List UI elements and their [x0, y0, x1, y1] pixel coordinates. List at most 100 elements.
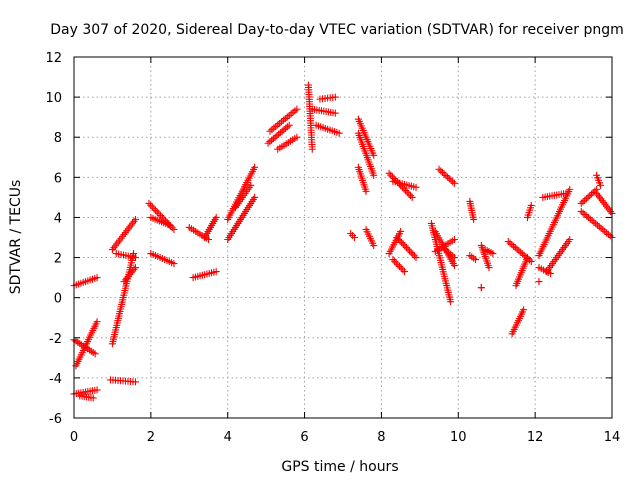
x-tick-label: 14 — [604, 430, 621, 445]
data-point — [577, 199, 585, 207]
data-point — [520, 306, 528, 314]
data-point — [351, 234, 359, 241]
data-point — [504, 238, 512, 246]
data-point — [370, 171, 378, 179]
y-tick-label: -6 — [49, 412, 62, 427]
data-point — [584, 193, 592, 201]
data-point — [370, 242, 378, 250]
data-point — [120, 278, 128, 286]
data-point — [511, 244, 519, 252]
x-tick-label: 12 — [527, 430, 544, 445]
data-point — [581, 196, 589, 204]
data-point — [362, 187, 370, 195]
data-point — [331, 93, 339, 101]
data-point — [450, 262, 458, 270]
data-point — [123, 274, 131, 282]
data-point — [586, 192, 594, 200]
x-tick-label: 8 — [377, 430, 385, 445]
data-point — [579, 198, 587, 206]
data-point — [527, 201, 535, 209]
data-point — [93, 274, 101, 282]
data-point — [293, 133, 301, 141]
data-point — [266, 138, 274, 146]
data-point — [396, 262, 404, 270]
data-point — [404, 245, 412, 253]
data-point — [485, 264, 493, 272]
data-point — [152, 206, 160, 214]
data-point — [450, 179, 458, 187]
data-point — [331, 109, 339, 117]
data-point — [387, 171, 395, 179]
data-point — [131, 264, 139, 272]
data-point — [251, 193, 259, 201]
data-point — [547, 270, 555, 278]
data-point — [275, 130, 283, 138]
data-point — [124, 272, 132, 280]
data-point — [170, 225, 178, 233]
data-point — [589, 188, 597, 196]
x-tick-label: 10 — [450, 430, 467, 445]
data-point — [401, 242, 409, 250]
data-point — [595, 223, 603, 231]
data-point — [588, 217, 596, 225]
data-point — [212, 213, 220, 221]
data-point — [127, 269, 135, 277]
data-point — [400, 268, 408, 276]
data-point — [412, 254, 420, 262]
plot-frame — [73, 56, 613, 419]
data-point — [285, 121, 293, 129]
chart-title: Day 307 of 2020, Sidereal Day-to-day VTE… — [50, 22, 624, 38]
data-point — [283, 123, 291, 131]
data-point — [397, 227, 405, 235]
data-point — [603, 229, 611, 237]
data-point — [129, 267, 137, 275]
data-point — [566, 236, 574, 244]
data-point — [450, 254, 458, 262]
data-point — [268, 136, 276, 144]
data-point — [586, 215, 594, 223]
y-tick-label: 2 — [54, 252, 62, 267]
data-point — [155, 210, 163, 218]
data-point — [166, 221, 174, 229]
data-point — [93, 318, 101, 326]
data-point — [489, 250, 497, 258]
data-point — [402, 187, 410, 195]
data-point — [158, 213, 166, 221]
data-point — [412, 183, 420, 191]
x-tick-label: 4 — [224, 430, 232, 445]
x-tick-label: 0 — [70, 430, 78, 445]
data-point — [212, 268, 220, 276]
data-point — [477, 284, 485, 292]
data-point — [91, 350, 99, 358]
data-point — [405, 190, 413, 198]
data-point — [406, 247, 414, 255]
data-point — [308, 145, 316, 153]
y-tick-label: 8 — [54, 131, 62, 146]
data-point — [444, 173, 452, 181]
data-point — [450, 236, 458, 244]
data-point — [590, 218, 598, 226]
data-point — [470, 215, 478, 223]
data-point — [282, 124, 290, 132]
data-point — [517, 248, 525, 256]
data-point — [247, 181, 255, 189]
y-tick-label: 12 — [45, 51, 62, 66]
data-point — [399, 240, 407, 248]
data-point — [148, 203, 156, 211]
data-point — [445, 175, 453, 183]
data-point — [335, 129, 343, 137]
data-point — [150, 205, 158, 213]
data-point — [293, 105, 301, 113]
data-point — [518, 250, 526, 258]
data-point — [596, 181, 604, 189]
data-point — [269, 135, 277, 143]
ticks-layer — [73, 56, 613, 419]
data-point — [515, 247, 523, 255]
data-point — [89, 394, 97, 402]
data-point — [370, 151, 378, 159]
data-point — [566, 185, 574, 193]
data-point — [393, 234, 401, 241]
data-point — [391, 257, 399, 265]
data-point — [131, 254, 139, 262]
